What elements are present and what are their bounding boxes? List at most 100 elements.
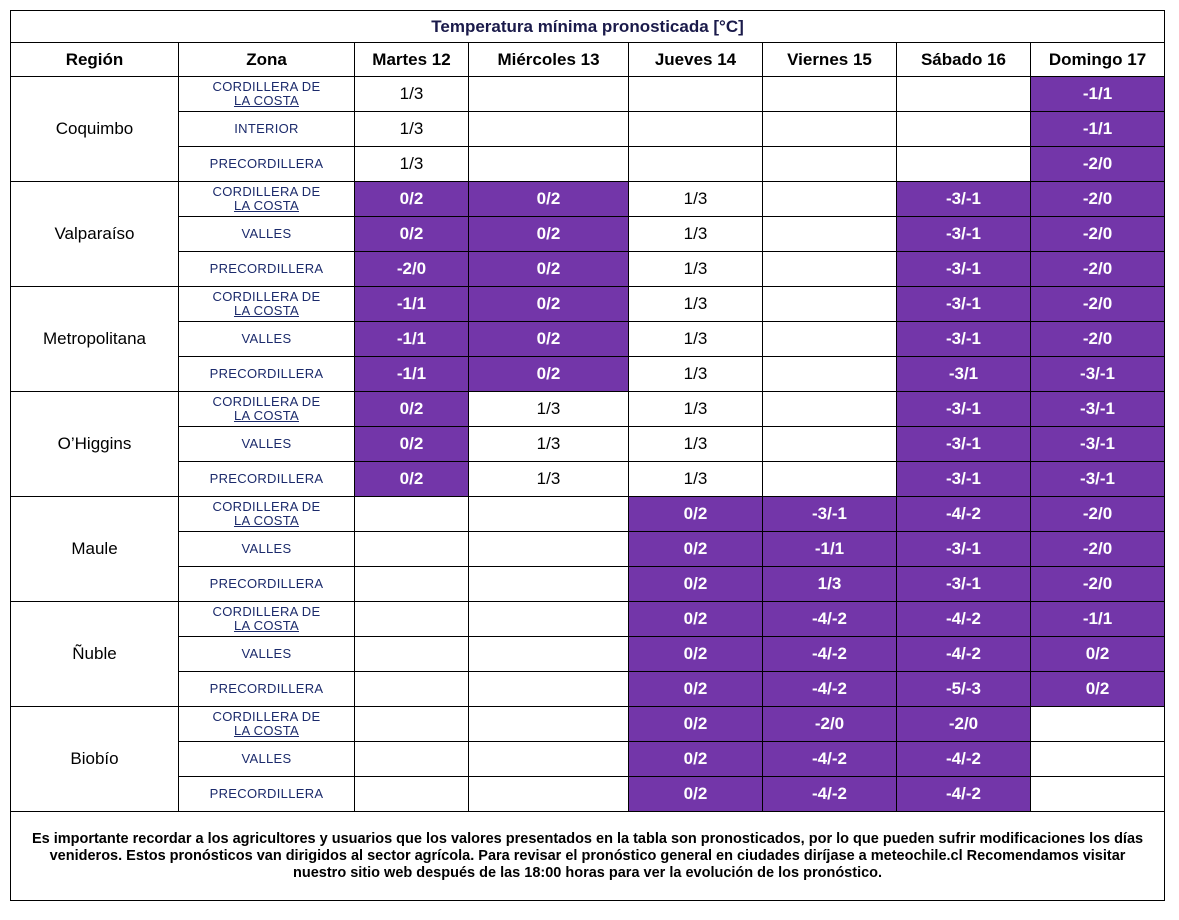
zona-cell: VALLES: [178, 636, 355, 672]
temperature-cell: [762, 461, 897, 497]
temperature-cell: [762, 321, 897, 357]
zona-label: PRECORDILLERA: [209, 261, 324, 276]
temperature-cell: 0/2: [354, 216, 469, 252]
temperature-cell: [762, 251, 897, 287]
temperature-cell: 1/3: [628, 321, 763, 357]
zona-cell: VALLES: [178, 426, 355, 462]
temperature-cell: [468, 636, 629, 672]
temperature-cell: [354, 706, 469, 742]
zona-cell: PRECORDILLERA: [178, 566, 355, 602]
temperature-cell: -2/0: [1029, 251, 1166, 287]
temperature-cell: [762, 216, 897, 252]
temperature-cell: [896, 76, 1031, 112]
table-row: PRECORDILLERA 1/3 -2/0: [11, 146, 1166, 182]
temperature-cell: -2/0: [1029, 321, 1166, 357]
temperature-cell: [468, 76, 629, 112]
temperature-cell: -3/-1: [896, 216, 1031, 252]
region-name: Metropolitana: [10, 286, 179, 392]
temperature-cell: [468, 601, 629, 637]
table-row: Ñuble CORDILLERA DE LA COSTA 0/2 -4/-2 -4/-2-…: [10, 601, 1166, 707]
table-row: VALLES 0/2 -4/-2 -4/-2 0/2: [11, 636, 1166, 672]
temperature-cell: 1/3: [628, 356, 763, 392]
temperature-cell: -3/-1: [896, 391, 1031, 427]
forecast-table: Temperatura mínima pronosticada [°C] Reg…: [9, 10, 1166, 901]
temperature-cell: -4/-2: [896, 776, 1031, 812]
temperature-cell: -3/-1: [896, 566, 1031, 602]
temperature-cell: 0/2: [628, 671, 763, 707]
temperature-cell: -2/0: [896, 706, 1031, 742]
table-row: INTERIOR 1/3 -1/1: [11, 111, 1166, 147]
zona-label: CORDILLERA DE: [212, 394, 321, 409]
zona-cell: CORDILLERA DE LA COSTA: [178, 496, 355, 532]
temperature-cell: -3/-1: [1029, 391, 1166, 427]
temperature-cell: -1/1: [354, 321, 469, 357]
zona-label: LA COSTA: [233, 408, 299, 423]
zona-label: LA COSTA: [233, 513, 299, 528]
zona-cell: PRECORDILLERA: [178, 461, 355, 497]
temperature-cell: [762, 426, 897, 462]
zona-label: VALLES: [241, 646, 292, 661]
zona-label: CORDILLERA DE: [212, 604, 321, 619]
zona-label: INTERIOR: [234, 121, 299, 136]
table-row: Metropolitana CORDILLERA DE LA COSTA -1/1 0/…: [10, 286, 1166, 392]
zona-cell: VALLES: [178, 741, 355, 777]
temperature-cell: -3/-1: [1029, 426, 1166, 462]
zona-label: PRECORDILLERA: [209, 681, 324, 696]
zona-label: VALLES: [241, 436, 292, 451]
temperature-cell: [354, 601, 469, 637]
temperature-cell: -2/0: [1029, 531, 1166, 567]
table-row: Valparaíso CORDILLERA DE LA COSTA 0/2 0/2 1/3…: [10, 181, 1166, 287]
zona-cell: CORDILLERA DE LA COSTA: [178, 601, 355, 637]
temperature-cell: [762, 391, 897, 427]
temperature-cell: -1/1: [354, 286, 469, 322]
zona-cell: PRECORDILLERA: [178, 146, 355, 182]
region-name: O’Higgins: [10, 391, 179, 497]
zona-cell: CORDILLERA DE LA COSTA: [178, 391, 355, 427]
temperature-cell: [354, 566, 469, 602]
zona-label: CORDILLERA DE: [212, 289, 321, 304]
temperature-cell: -1/1: [762, 531, 897, 567]
zona-cell: PRECORDILLERA: [178, 356, 355, 392]
temperature-cell: 1/3: [628, 216, 763, 252]
table-row: VALLES 0/2 -1/1 -3/-1 -2/0: [11, 531, 1166, 567]
temperature-cell: -4/-2: [896, 636, 1031, 672]
temperature-cell: [354, 496, 469, 532]
temperature-cell: -2/0: [1029, 286, 1166, 322]
temperature-cell: -5/-3: [896, 671, 1031, 707]
temperature-cell: [628, 76, 763, 112]
temperature-cell: [1029, 741, 1166, 777]
zona-label: PRECORDILLERA: [209, 786, 324, 801]
zona-label: LA COSTA: [233, 93, 299, 108]
temperature-cell: 0/2: [628, 776, 763, 812]
table-row: VALLES -1/1 0/2 1/3 -3/-1 -2/0: [11, 321, 1166, 357]
region-name: Biobío: [10, 706, 179, 812]
temperature-cell: -3/-1: [896, 321, 1031, 357]
zona-cell: VALLES: [178, 531, 355, 567]
zona-label: CORDILLERA DE: [212, 79, 321, 94]
temperature-cell: [896, 111, 1031, 147]
temperature-cell: [354, 671, 469, 707]
temperature-cell: 0/2: [1029, 636, 1166, 672]
temperature-cell: -1/1: [1029, 601, 1166, 637]
temperature-cell: -4/-2: [762, 636, 897, 672]
temperature-cell: -3/-1: [896, 251, 1031, 287]
region-name: Maule: [10, 496, 179, 602]
zona-label: PRECORDILLERA: [209, 471, 324, 486]
temperature-cell: 0/2: [468, 251, 629, 287]
zona-cell: PRECORDILLERA: [178, 251, 355, 287]
table-row: Coquimbo CORDILLERA DE LA COSTA 1/3 -1/1: [10, 76, 1166, 182]
temperature-cell: 1/3: [354, 146, 469, 182]
temperature-cell: 0/2: [628, 741, 763, 777]
table-row: PRECORDILLERA 0/2 1/3 -3/-1 -2/0: [11, 566, 1166, 602]
temperature-cell: 0/2: [354, 461, 469, 497]
table-row: PRECORDILLERA 0/2 -4/-2 -5/-3 0/2: [11, 671, 1166, 707]
zona-label: CORDILLERA DE: [212, 709, 321, 724]
column-header: Miércoles 13: [468, 42, 629, 77]
temperature-cell: 1/3: [628, 461, 763, 497]
temperature-cell: 0/2: [468, 216, 629, 252]
temperature-cell: -2/0: [1029, 566, 1166, 602]
temperature-cell: 1/3: [628, 181, 763, 217]
temperature-cell: 0/2: [628, 531, 763, 567]
temperature-cell: [468, 146, 629, 182]
region-name: Ñuble: [10, 601, 179, 707]
